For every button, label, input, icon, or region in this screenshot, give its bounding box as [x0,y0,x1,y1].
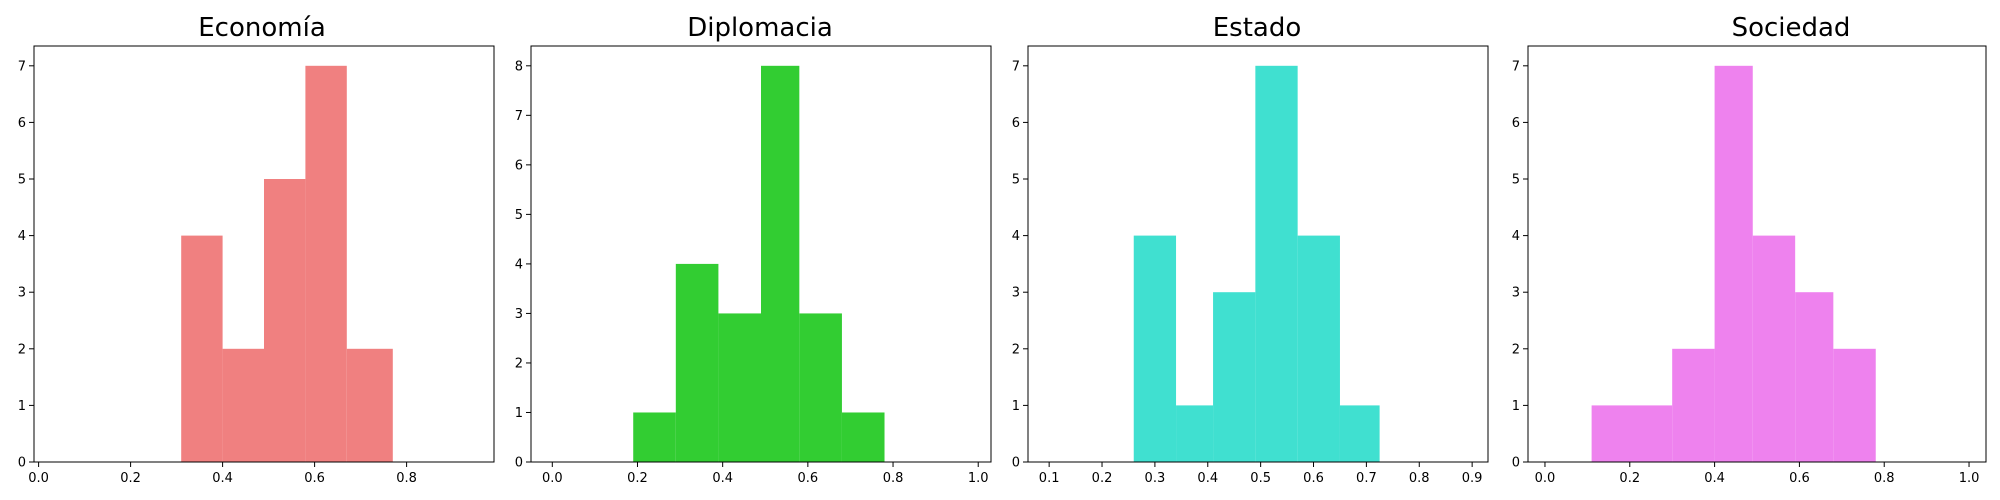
y-tick-label: 0 [515,456,523,471]
x-tick-label: 0.8 [1409,471,1430,486]
histogram-bar [841,412,885,462]
x-tick-label: 0.4 [712,471,733,486]
panel-diplomacia: Diplomacia 0.0 0.2 0.4 0.6 0.8 1.0 0 1 2 3 4 5 6 7 8 [515,13,992,486]
histogram-bar [1833,348,1876,462]
y-tick-label: 5 [18,173,26,188]
histogram-bar [718,313,761,462]
y-tick-label: 4 [515,257,523,272]
y-tick-label: 2 [18,342,26,357]
y-tick-label: 8 [515,59,523,74]
panel-sociedad: Sociedad 0.0 0.2 0.4 0.6 0.8 1.0 0 1 2 3 4 5 6 7 [1512,13,1987,486]
y-tick-label: 4 [1512,229,1520,244]
histogram-bar [761,65,800,463]
y-tick-label: 0 [18,456,26,471]
axes-frame [1527,45,1987,463]
x-tick-label: 0.8 [396,471,417,486]
x-tick-label: 0.8 [1874,471,1895,486]
x-tick-label: 0.4 [1197,471,1218,486]
x-tick-label: 0.9 [1462,471,1483,486]
x-tick-label: 0.5 [1250,471,1271,486]
y-tick-label: 3 [1512,286,1520,301]
histogram-bar [1591,405,1673,462]
x-tick-label: 0.0 [1535,471,1556,486]
x-tick-label: 1.0 [1959,471,1980,486]
y-tick-label: 2 [1512,342,1520,357]
panel-title: Diplomacia [687,13,833,43]
y-tick-label: 0 [1012,456,1020,471]
x-tick-label: 0.6 [1789,471,1810,486]
x-tick-label: 0.6 [798,471,819,486]
x-tick-label: 0.2 [627,471,648,486]
y-tick-label: 1 [18,399,26,414]
y-tick-label: 1 [1512,399,1520,414]
y-tick-label: 2 [515,356,523,371]
x-tick-label: 0.3 [1145,471,1166,486]
x-tick-label: 0.4 [1704,471,1725,486]
y-tick-label: 6 [515,158,523,173]
axes-frame [530,45,992,463]
x-tick-label: 0.7 [1356,471,1377,486]
histogram-bar [181,235,223,462]
panel-title: Economía [198,13,326,43]
axes-frame [1027,45,1489,463]
y-tick-label: 1 [515,406,523,421]
y-tick-label: 0 [1512,456,1520,471]
x-tick-label: 1.0 [968,471,989,486]
histogram-bar [1714,65,1753,463]
histogram-bar [799,313,842,462]
histogram-bar [1213,292,1256,462]
y-tick-label: 5 [515,208,523,223]
histogram-bar [264,179,306,462]
x-tick-label: 0.8 [883,471,904,486]
y-tick-label: 4 [1012,229,1020,244]
x-tick-label: 0.2 [1619,471,1640,486]
y-tick-label: 3 [515,307,523,322]
histogram-bar [675,263,719,462]
histogram-bar [305,65,347,463]
y-tick-label: 6 [18,116,26,131]
y-tick-label: 2 [1012,342,1020,357]
y-tick-label: 3 [18,286,26,301]
panel-title: Estado [1213,13,1302,43]
histogram-bar [1339,405,1380,462]
y-tick-label: 6 [1012,116,1020,131]
histogram-bar [1133,235,1177,462]
x-tick-label: 0.2 [120,471,141,486]
panel-estado: Estado 0.1 0.2 0.3 0.4 0.5 0.6 0.7 0.8 0.9 0 1 2 3 4 5… [1012,13,1489,486]
y-tick-label: 5 [1012,173,1020,188]
histogram-bar [1255,65,1298,463]
x-tick-label: 0.1 [1039,471,1060,486]
histogram-bar [633,412,676,462]
y-tick-label: 7 [1012,59,1020,74]
y-tick-label: 7 [18,59,26,74]
x-tick-label: 0.6 [1303,471,1324,486]
y-tick-label: 7 [515,109,523,124]
x-tick-label: 0.2 [1092,471,1113,486]
y-tick-label: 6 [1512,116,1520,131]
histogram-bar [1795,292,1834,462]
y-tick-label: 5 [1512,173,1520,188]
histogram-bar [222,348,264,462]
histogram-bar [346,348,393,462]
y-tick-label: 7 [1512,59,1520,74]
panel-title: Sociedad [1732,13,1851,43]
y-tick-label: 1 [1012,399,1020,414]
x-tick-label: 0.0 [542,471,563,486]
y-tick-label: 4 [18,229,26,244]
histogram-bar [1176,405,1214,462]
x-tick-label: 0.4 [212,471,233,486]
y-tick-label: 3 [1012,286,1020,301]
histogram-bar [1297,235,1340,462]
x-tick-label: 0.6 [304,471,325,486]
x-tick-label: 0.0 [28,471,49,486]
panel-economia: Economía 0.0 0.2 0.4 0.6 0.8 0 1 2 3 4 5 6 7 [18,13,495,486]
histogram-bar [1672,348,1715,462]
histogram-bar [1752,235,1796,462]
axes-frame [33,45,495,463]
